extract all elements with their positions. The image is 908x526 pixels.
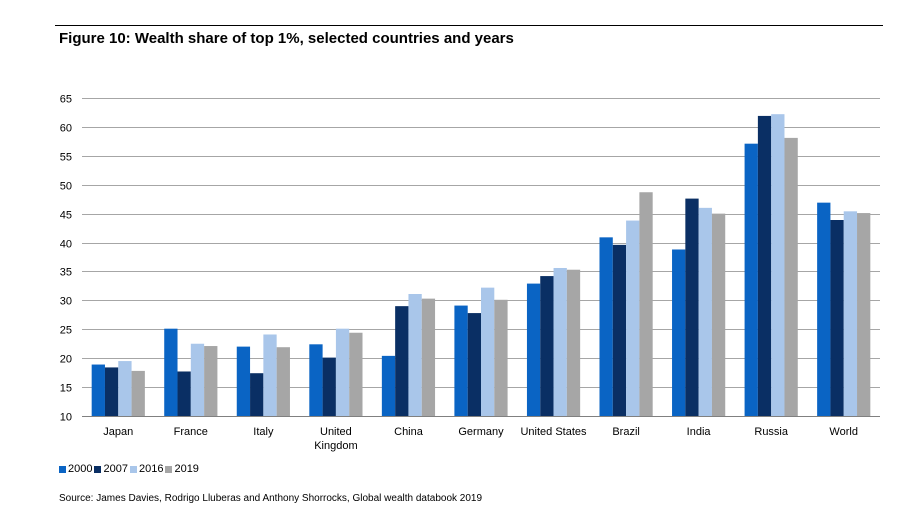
bar [817, 202, 831, 416]
x-tick-label: Russia [754, 426, 789, 438]
y-tick-label: 10 [60, 412, 72, 424]
y-tick-label: 15 [60, 383, 72, 395]
bar [553, 267, 567, 416]
legend-item: 2000 [59, 463, 92, 475]
bar [526, 283, 541, 416]
bar [711, 213, 726, 416]
chart-title: Figure 10: Wealth share of top 1%, selec… [59, 30, 514, 47]
x-tick-label: France [174, 426, 208, 438]
bars [91, 114, 871, 417]
x-tick-label: India [687, 426, 712, 438]
bar [177, 371, 191, 416]
bar [857, 213, 871, 416]
x-tick-label: World [829, 426, 858, 438]
legend-label: 2016 [138, 463, 164, 475]
legend-swatch [59, 465, 66, 473]
legend-swatch [94, 465, 102, 473]
bar [698, 207, 712, 416]
bar [685, 198, 699, 416]
bar [276, 347, 290, 416]
bar [263, 334, 277, 416]
bar [566, 269, 581, 416]
bar [672, 249, 686, 416]
legend-label: 2007 [103, 463, 128, 475]
y-tick-label: 50 [60, 181, 72, 193]
bar [481, 287, 495, 416]
bar [408, 294, 422, 416]
bar [131, 370, 145, 416]
bar [91, 364, 105, 416]
y-tick-label: 25 [60, 325, 72, 337]
bar [104, 367, 119, 416]
bar [771, 114, 785, 416]
bar [349, 332, 363, 416]
bar [843, 211, 858, 416]
x-tick-label: United [320, 426, 352, 438]
x-tick-label: Japan [103, 426, 133, 438]
bar [540, 276, 554, 416]
legend-label: 2019 [174, 463, 199, 475]
bar [784, 137, 798, 416]
x-tick-label: China [394, 426, 424, 438]
y-tick-label: 35 [60, 267, 72, 279]
legend: 2000 2007 2016 2019 [59, 463, 201, 475]
bar [309, 344, 323, 416]
bar [454, 305, 468, 416]
legend-item: 2007 [94, 463, 128, 475]
bar [381, 355, 396, 416]
source-note: Source: James Davies, Rodrigo Lluberas a… [59, 493, 483, 504]
bar [190, 343, 205, 416]
bar [421, 298, 436, 416]
y-axis-tick-labels: 10 15 20 25 30 35 40 45 50 55 60 65 [60, 94, 72, 424]
bar [204, 346, 218, 416]
bar [335, 328, 350, 416]
bar [599, 237, 613, 416]
legend-item: 2016 [129, 463, 164, 475]
bar [757, 115, 772, 417]
bar [626, 220, 640, 416]
y-tick-label: 30 [60, 296, 72, 308]
bar [639, 192, 653, 416]
bar [118, 361, 132, 416]
y-tick-label: 55 [60, 152, 72, 164]
legend-item: 2019 [165, 463, 199, 475]
bar [164, 328, 178, 416]
bar [612, 244, 627, 416]
bar [830, 220, 844, 416]
y-tick-label: 45 [60, 210, 72, 222]
legend-swatch [129, 465, 137, 473]
bar [744, 143, 758, 416]
top-rule [55, 25, 883, 26]
bar [322, 357, 336, 416]
y-tick-label: 20 [60, 354, 72, 366]
legend-label: 2000 [68, 463, 93, 475]
y-tick-label: 60 [60, 123, 72, 135]
x-axis-tick-labels: Japan France Italy United Kingdom China German… [103, 426, 858, 452]
x-tick-label: Italy [253, 426, 274, 438]
x-tick-label: Germany [458, 426, 504, 438]
bar [250, 373, 264, 416]
y-tick-label: 40 [60, 239, 72, 251]
bar [467, 313, 481, 416]
legend-swatch [165, 465, 173, 473]
bar [236, 346, 251, 416]
bar [395, 306, 409, 416]
y-tick-label: 65 [60, 94, 72, 106]
x-tick-label: Brazil [612, 426, 640, 438]
x-tick-label: Kingdom [314, 440, 357, 452]
bar [494, 299, 508, 416]
x-tick-label: United States [520, 426, 587, 438]
